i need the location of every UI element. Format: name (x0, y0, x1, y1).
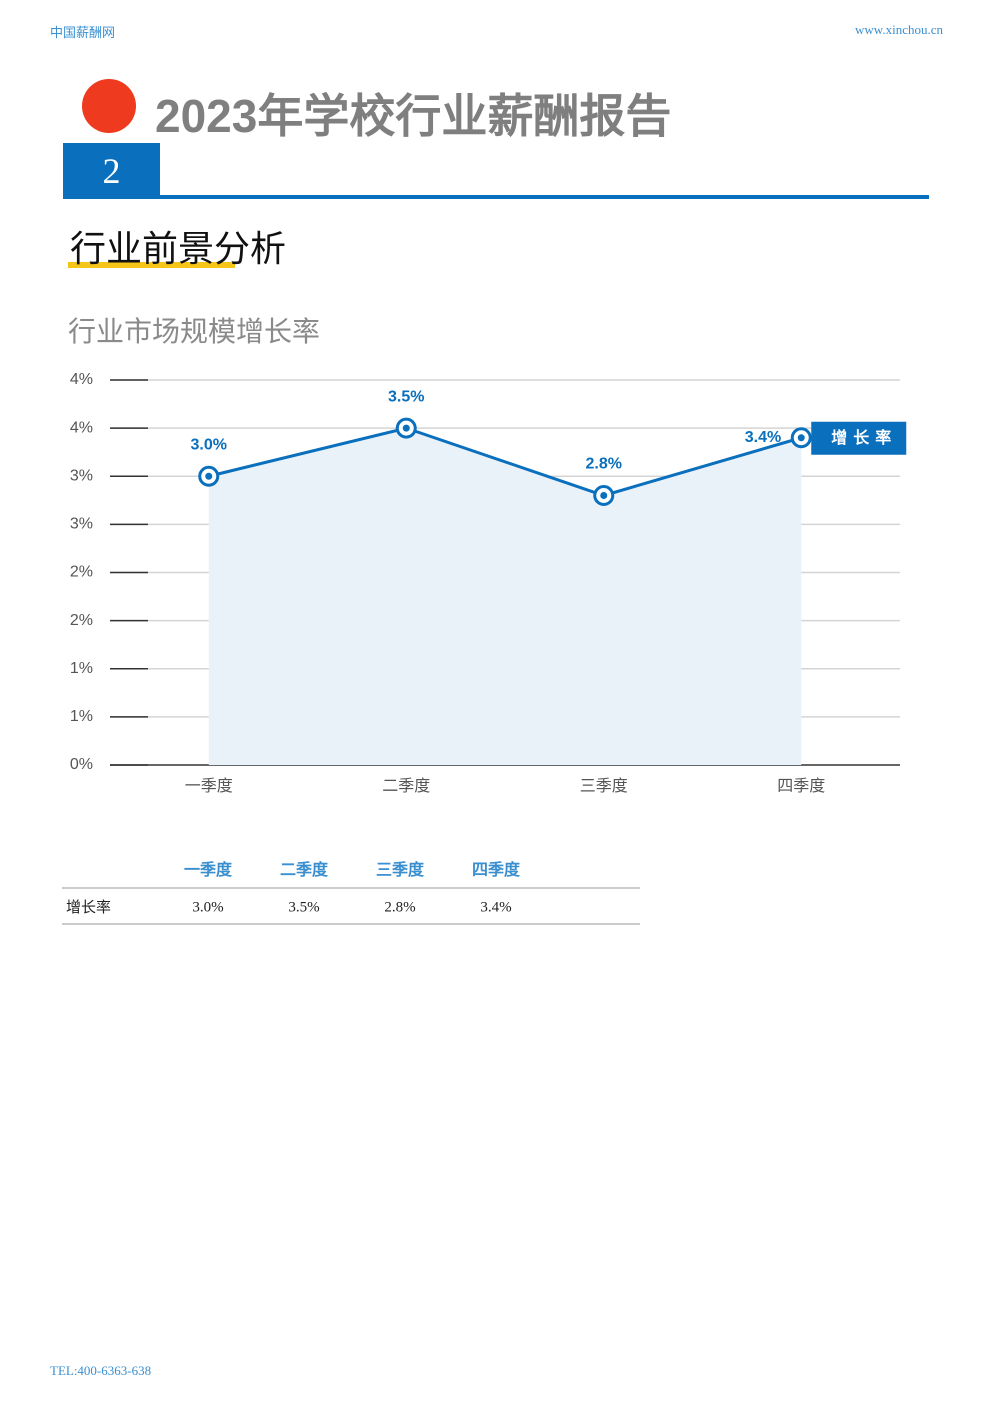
marker-dot (402, 424, 410, 432)
table-cell: 增长率 (66, 899, 111, 916)
area (208, 428, 802, 765)
y-tick-label: 2% (70, 564, 93, 581)
legend-box (811, 421, 907, 455)
data-label: 3.5% (388, 388, 424, 405)
section-number: 2 (63, 143, 160, 196)
line (208, 426, 802, 498)
y-tick-label: 4% (70, 371, 93, 388)
y-tick-label: 2% (70, 612, 93, 629)
legend-label: 增长率 (831, 428, 897, 447)
title-dot (82, 79, 136, 133)
section-underline (68, 262, 235, 268)
y-tick-label: 4% (70, 419, 93, 436)
table-header: 四季度 (472, 860, 521, 879)
y-tick-label: 1% (70, 660, 93, 677)
x-tick-label: 四季度 (777, 777, 825, 795)
chart-title: 行业市场规模增长率 (68, 316, 321, 347)
y-tick-label: 0% (70, 756, 93, 773)
x-tick-label: 三季度 (580, 777, 628, 795)
table-header: 一季度 (184, 860, 233, 879)
site-url: www.xinchou.cn (855, 22, 943, 37)
table-header: 二季度 (280, 860, 329, 879)
y-tick-label: 3% (70, 516, 93, 533)
chart: 0% 1% 1% 2% 2% 3% 3% 4% 4% 一季度 二季度 三季度 四季度 3.0% 3.5% 2.… (70, 371, 907, 795)
x-tick-label: 二季度 (382, 777, 430, 795)
site-name: 中国薪酬网 (50, 25, 116, 40)
data-label: 3.0% (191, 436, 227, 453)
report-title: 2023年学校行业薪酬报告 (155, 90, 672, 142)
data-label: 3.4% (745, 429, 781, 446)
table-cell: 2.8% (384, 899, 415, 915)
marker-dot (205, 472, 213, 480)
section-title: 行业前景分析 (70, 228, 287, 269)
table-cell: 3.0% (192, 899, 223, 915)
marker-dot (600, 492, 608, 499)
y-tick-label: 1% (70, 708, 93, 725)
footer-tel: TEL:400-6363-638 (50, 1363, 152, 1378)
section-rule (63, 195, 929, 199)
data-label: 2.8% (586, 456, 622, 473)
marker-dot (797, 434, 805, 442)
table-cell: 3.4% (480, 899, 511, 915)
y-tick-label: 3% (70, 467, 93, 484)
x-tick-label: 一季度 (185, 777, 233, 795)
table-header: 三季度 (376, 860, 425, 879)
table-cell: 3.5% (288, 899, 319, 915)
